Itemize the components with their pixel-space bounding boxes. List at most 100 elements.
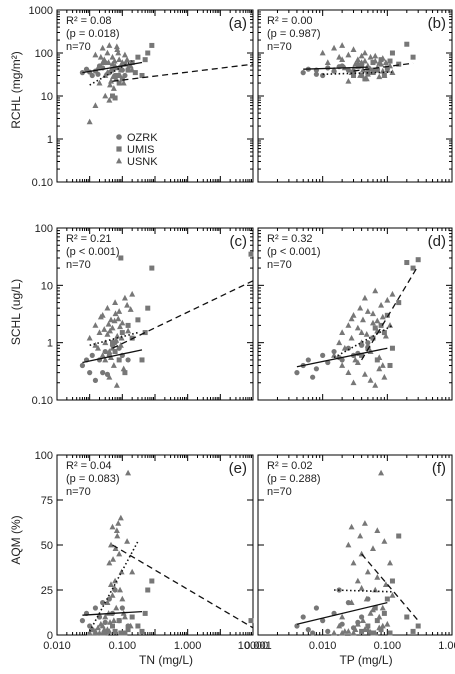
panel-f-point-umis — [365, 623, 371, 629]
panel-e-point-usnk — [113, 527, 120, 533]
panel-e-ytick-label: 25 — [41, 585, 53, 597]
panel-b-point-usnk — [350, 46, 357, 52]
panel-a-ytick-label: 0.10 — [32, 177, 53, 189]
panel-a-point-ozrk — [89, 72, 95, 79]
panel-b-point-usnk — [372, 57, 379, 64]
panel-a-point-usnk — [107, 81, 114, 88]
panel-b-point-usnk — [354, 56, 361, 63]
panel-b-point-usnk — [363, 75, 370, 82]
panel-f-point-umis — [374, 618, 380, 624]
panel-e-stat: R² = 0.04 — [66, 460, 112, 472]
ylabel-schl: SCHL (ug/L) — [9, 279, 23, 345]
panel-f-point-usnk — [363, 595, 370, 602]
panel-d-point-usnk — [369, 310, 376, 317]
panel-b-point-usnk — [348, 69, 355, 76]
panel-c-point-umis — [125, 322, 131, 328]
legend-marker-ozrk — [116, 134, 122, 140]
panel-c-point-usnk — [117, 323, 124, 330]
panel-b-point-umis — [389, 50, 395, 56]
panel-f-label: (f) — [432, 460, 446, 477]
panel-d-point-usnk — [361, 371, 368, 377]
panel-c-point-usnk — [92, 322, 99, 328]
panel-f-stat: R² = 0.02 — [267, 460, 313, 472]
panel-e-xtick-label: 10000 — [238, 640, 269, 652]
panel-a-point-umis — [119, 76, 125, 82]
panel-d-point-umis — [404, 260, 410, 266]
panel-a-point-usnk — [104, 69, 111, 76]
panel-f-point-usnk — [372, 586, 379, 593]
panel-b-point-umis — [410, 54, 416, 60]
panel-f-point-usnk — [350, 559, 357, 566]
panel-c-point-usnk — [99, 352, 106, 358]
panel-d-point-usnk — [348, 334, 355, 341]
panel-b-point-usnk — [367, 65, 374, 72]
panel-e-point-usnk — [127, 622, 134, 629]
panel-d-frame — [257, 227, 453, 401]
panel-e-point-usnk — [106, 559, 113, 566]
panel-d-stat: (p < 0.001) — [267, 246, 321, 258]
panel-b-point-usnk — [331, 66, 338, 73]
panel-a-point-usnk — [120, 79, 127, 86]
panel-e-xtick-label: 0.010 — [43, 640, 71, 652]
panel-c-point-usnk — [104, 330, 111, 337]
panel-d-point-usnk — [378, 301, 385, 308]
panel-f-xtick-label: 1.000 — [438, 640, 455, 652]
panel-a-fit-ozrk — [82, 61, 143, 74]
panel-e-fit-ozrk — [82, 610, 143, 616]
panel-b-point-umis — [359, 63, 365, 69]
ylabel-rchl: RCHL (mg/m²) — [9, 51, 23, 129]
panel-e-point-usnk — [115, 520, 122, 526]
panel-c-point-usnk — [117, 341, 124, 348]
panel-f-point-usnk — [364, 626, 371, 632]
panel-a-point-ozrk — [95, 71, 101, 77]
panel-f-point-ozrk — [310, 630, 316, 636]
panel-f-point-usnk — [374, 527, 381, 533]
panel-b-point-usnk — [361, 57, 368, 64]
panel-d-point-ozrk — [331, 348, 337, 355]
panel-b-point-usnk — [379, 67, 386, 74]
panel-d-point-umis — [387, 362, 393, 368]
panel-f-stat: (p = 0.288) — [267, 473, 321, 485]
panel-f-point-ozrk — [313, 605, 319, 611]
panel-a-stat: n=70 — [66, 41, 91, 53]
panel-d-point-usnk — [350, 379, 357, 386]
panel-c-point-umis — [142, 330, 148, 336]
panel-f-point-usnk — [384, 620, 391, 627]
panel-c-point-usnk — [96, 329, 103, 335]
panel-c-point-umis — [145, 305, 151, 311]
panel-d-label: (d) — [428, 233, 446, 250]
panel-e-point-usnk — [116, 550, 123, 557]
panel-b-point-ozrk — [313, 71, 319, 77]
panel-e-point-usnk — [92, 629, 99, 636]
panel-f-point-usnk — [369, 606, 376, 613]
panel-e-point-umis — [145, 587, 151, 593]
panel-a-point-umis — [139, 72, 145, 78]
panel-e-point-usnk — [124, 538, 131, 544]
panel-d-point-usnk — [358, 329, 365, 335]
panel-d-point-usnk — [382, 332, 389, 339]
legend-label-umis: UMIS — [127, 144, 155, 156]
panel-e-point-ozrk — [102, 619, 108, 626]
panel-e-point-umis — [142, 610, 148, 616]
panel-c-point-usnk — [127, 306, 134, 312]
panel-e-stat: n=70 — [66, 486, 91, 498]
panel-e-point-usnk — [99, 629, 106, 636]
panel-e-ytick-label: 75 — [41, 495, 53, 507]
panel-f-point-usnk — [348, 599, 355, 605]
panel-c-ytick-label: 1 — [47, 338, 53, 350]
panel-b-point-umis — [387, 58, 393, 64]
panel-a-point-usnk — [113, 43, 120, 50]
panel-f-point-usnk — [359, 617, 366, 623]
panel-e-stat: (p = 0.083) — [66, 473, 120, 485]
panel-c-point-umis — [122, 370, 128, 376]
ylabel-aqm: AQM (%) — [9, 515, 23, 564]
panel-e-point-usnk — [108, 541, 115, 548]
legend-marker-umis — [116, 146, 122, 152]
panel-f-point-usnk — [381, 538, 388, 544]
panel-e-ytick-label: 100 — [35, 450, 53, 462]
panel-f-point-usnk — [376, 624, 383, 631]
panel-f-point-umis — [359, 628, 365, 634]
panel-b-point-usnk — [389, 69, 396, 76]
